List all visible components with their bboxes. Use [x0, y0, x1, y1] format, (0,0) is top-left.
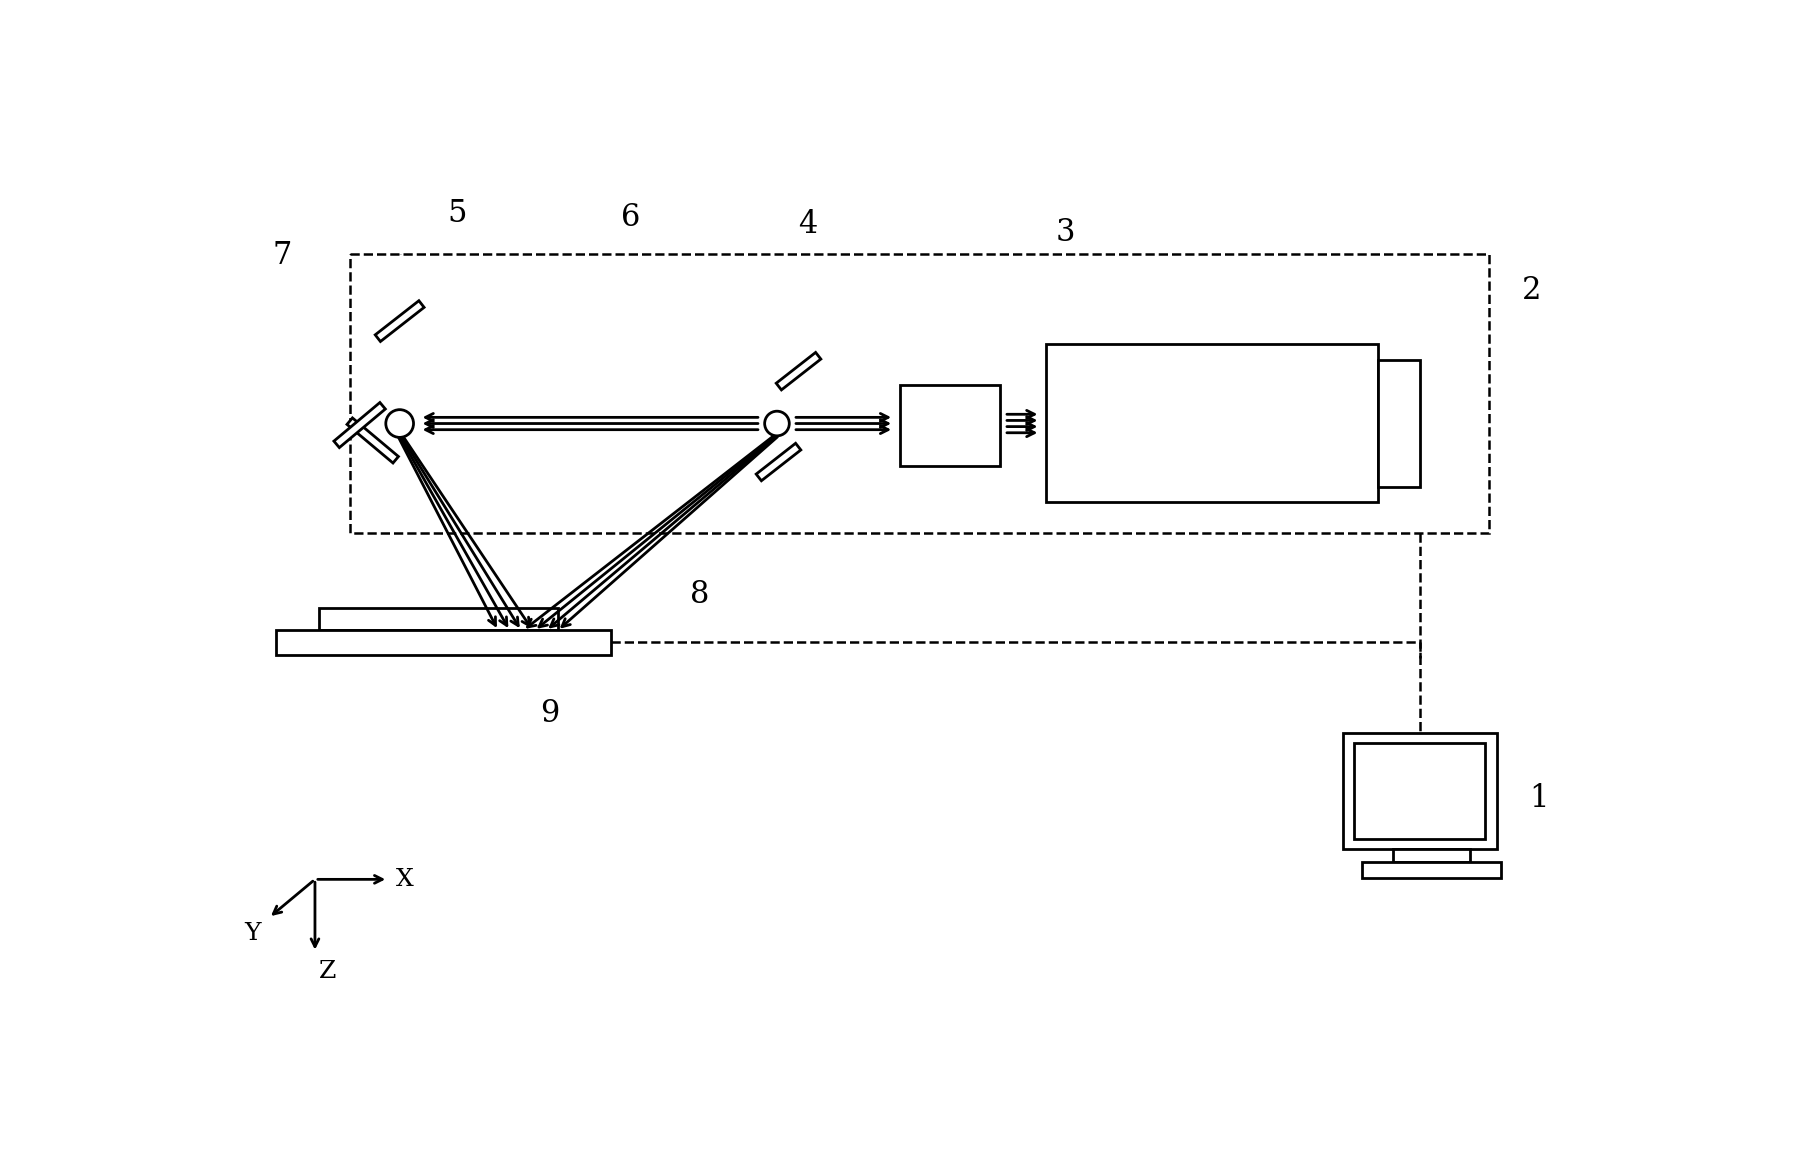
Bar	[1377, 360, 1419, 487]
Bar	[1343, 734, 1496, 849]
Text: 4: 4	[798, 209, 818, 241]
Bar	[1045, 345, 1377, 502]
Text: 9: 9	[540, 698, 560, 729]
Polygon shape	[756, 444, 800, 481]
Bar	[350, 255, 1489, 533]
Polygon shape	[334, 403, 384, 447]
Text: 2: 2	[1522, 274, 1540, 306]
Text: 3: 3	[1056, 217, 1074, 248]
Polygon shape	[776, 353, 821, 390]
Bar	[899, 385, 1000, 466]
Circle shape	[386, 410, 413, 437]
Text: X: X	[395, 868, 413, 891]
Text: 1: 1	[1529, 783, 1549, 814]
Polygon shape	[347, 418, 399, 463]
Text: 5: 5	[448, 197, 467, 229]
Text: Z: Z	[319, 960, 336, 983]
Bar	[1361, 862, 1500, 878]
Text: 7: 7	[273, 241, 292, 271]
Text: Y: Y	[244, 922, 262, 945]
Circle shape	[764, 411, 789, 436]
Text: 6: 6	[621, 202, 641, 232]
Bar	[1354, 743, 1484, 840]
Bar	[1392, 849, 1469, 862]
Bar	[276, 630, 612, 654]
Text: 8: 8	[690, 579, 709, 610]
Bar	[319, 609, 558, 630]
Polygon shape	[375, 300, 424, 341]
